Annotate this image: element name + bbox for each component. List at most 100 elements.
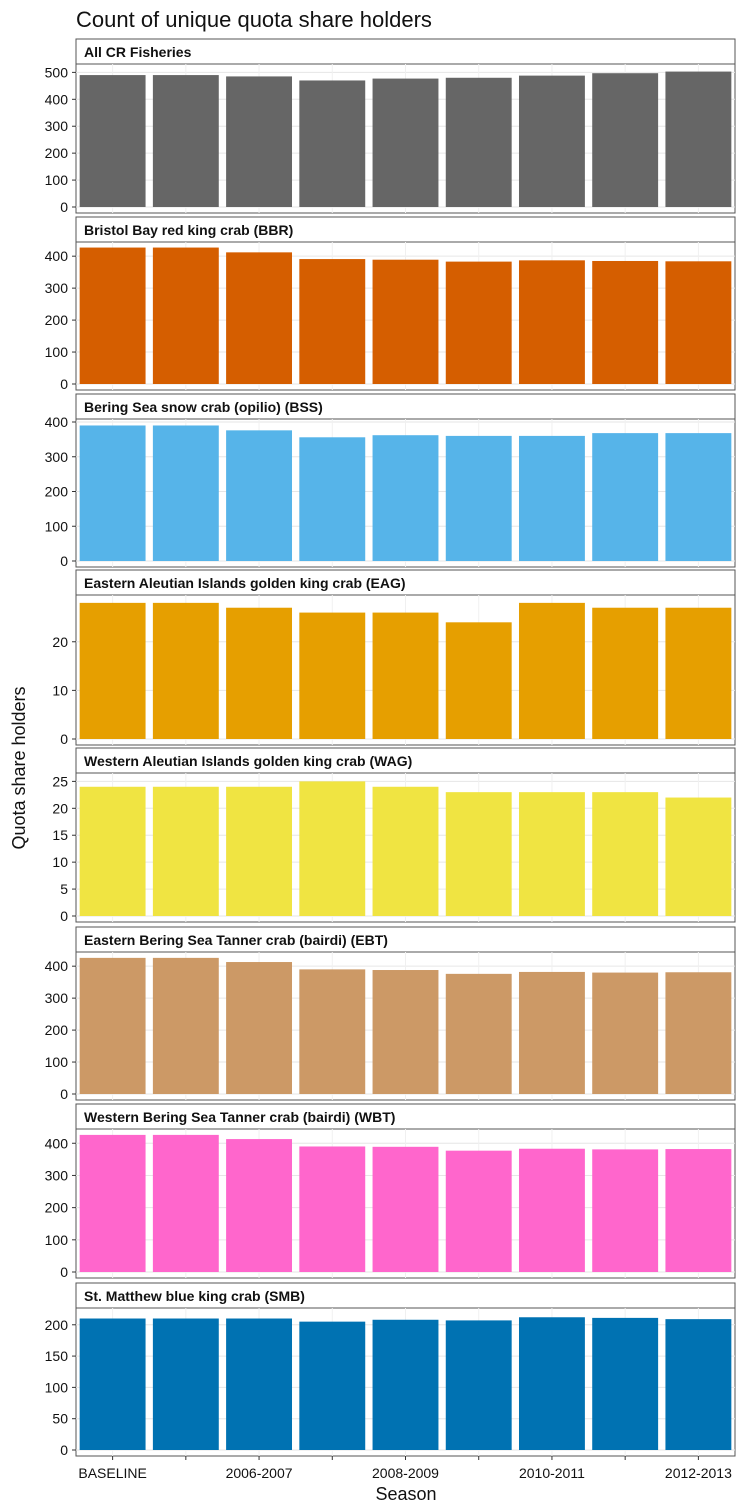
- bar: [79, 75, 146, 207]
- y-axis-title: Quota share holders: [9, 686, 29, 849]
- y-tick-label: 200: [45, 1317, 69, 1333]
- bar: [372, 1319, 439, 1450]
- bar: [79, 425, 146, 561]
- y-tick-label: 150: [45, 1348, 69, 1364]
- bar: [299, 969, 366, 1094]
- y-tick-label: 100: [45, 172, 69, 188]
- y-tick-label: 300: [45, 280, 69, 296]
- bar: [518, 792, 585, 916]
- bar: [79, 247, 146, 384]
- y-tick-label: 200: [45, 145, 69, 161]
- bar: [665, 972, 732, 1094]
- bar: [445, 261, 512, 384]
- x-tick-label: 2006-2007: [226, 1465, 293, 1481]
- facet-strip-label: Eastern Aleutian Islands golden king cra…: [84, 575, 406, 591]
- bar: [445, 435, 512, 561]
- facet-panel: Bristol Bay red king crab (BBR) 0 100 200 30…: [45, 216, 736, 392]
- y-tick-label: 25: [52, 773, 68, 789]
- y-tick-label: 200: [45, 1200, 69, 1216]
- bar: [226, 430, 293, 561]
- bar: [299, 437, 366, 561]
- bar: [152, 75, 219, 207]
- bar: [152, 957, 219, 1094]
- y-tick-label: 100: [45, 344, 69, 360]
- bar: [226, 607, 293, 739]
- bar: [226, 786, 293, 916]
- y-tick-label: 0: [60, 1086, 68, 1102]
- facet-strip-label: Bering Sea snow crab (opilio) (BSS): [84, 399, 323, 415]
- bar: [79, 786, 146, 916]
- bar: [665, 71, 732, 207]
- y-tick-label: 300: [45, 449, 69, 465]
- bar: [592, 260, 659, 384]
- y-tick-label: 20: [52, 634, 68, 650]
- facet-strip-label: Western Aleutian Islands golden king cra…: [84, 753, 412, 769]
- facet-strip: [75, 38, 736, 65]
- facet-panel: Western Aleutian Islands golden king cra…: [52, 747, 736, 924]
- facet-panels: All CR Fisheries0100200300400500Bristol …: [45, 38, 736, 1458]
- bar: [226, 1139, 293, 1272]
- bar: [299, 259, 366, 384]
- bar: [518, 75, 585, 207]
- bar: [152, 1318, 219, 1450]
- facet-strip: [75, 1103, 736, 1130]
- y-tick-label: 400: [45, 414, 69, 430]
- y-tick-label: 200: [45, 1022, 69, 1038]
- y-tick-label: 50: [52, 1411, 68, 1427]
- y-tick-label: 300: [45, 990, 69, 1006]
- bar: [665, 1149, 732, 1272]
- facet-strip: [75, 926, 736, 953]
- bar: [665, 797, 732, 916]
- bar: [372, 78, 439, 207]
- y-tick-label: 200: [45, 312, 69, 328]
- bar: [372, 612, 439, 739]
- facet-panel: All CR Fisheries 0 100 200 300 400 500: [45, 38, 736, 215]
- y-tick-label: 100: [45, 1054, 69, 1070]
- y-tick-label: 100: [45, 518, 69, 534]
- y-tick-label: 0: [60, 1442, 68, 1458]
- bar: [592, 1317, 659, 1450]
- bar: [226, 962, 293, 1094]
- facet-strip: [75, 216, 736, 243]
- bar: [79, 1318, 146, 1450]
- y-tick-label: 0: [60, 731, 68, 747]
- facet-panel: Western Bering Sea Tanner crab (bairdi) …: [45, 1103, 736, 1280]
- facet-strip-label: St. Matthew blue king crab (SMB): [84, 1288, 305, 1304]
- x-tick-label: 2008-2009: [372, 1465, 439, 1481]
- y-tick-label: 10: [52, 682, 68, 698]
- bar: [592, 73, 659, 207]
- bar: [445, 1320, 512, 1450]
- y-tick-label: 0: [60, 376, 68, 392]
- facet-strip: [75, 393, 736, 420]
- bar: [152, 602, 219, 739]
- y-tick-label: 100: [45, 1232, 69, 1248]
- x-tick-label: BASELINE: [78, 1465, 146, 1481]
- bar: [665, 261, 732, 384]
- bar: [372, 1146, 439, 1272]
- bar: [445, 792, 512, 916]
- facet-strip-label: Bristol Bay red king crab (BBR): [84, 222, 293, 238]
- y-tick-label: 5: [60, 881, 68, 897]
- bar: [445, 973, 512, 1094]
- bar: [372, 259, 439, 384]
- y-tick-label: 400: [45, 958, 69, 974]
- chart-title: Count of unique quota share holders: [76, 7, 432, 32]
- bar: [299, 612, 366, 739]
- bar: [372, 786, 439, 916]
- bar: [518, 1317, 585, 1450]
- bar: [445, 77, 512, 208]
- facet-panel: Bering Sea snow crab (opilio) (BSS) 0 100 2…: [45, 393, 736, 569]
- y-tick-label: 100: [45, 1379, 69, 1395]
- bar: [445, 1150, 512, 1272]
- bar: [592, 972, 659, 1094]
- bar: [592, 433, 659, 561]
- bar: [152, 1134, 219, 1272]
- bar: [299, 781, 366, 916]
- bar: [226, 252, 293, 384]
- y-tick-label: 200: [45, 484, 69, 500]
- bar: [226, 76, 293, 207]
- bar: [665, 607, 732, 739]
- facet-panel: Eastern Bering Sea Tanner crab (bairdi) …: [45, 926, 736, 1102]
- bar: [299, 80, 366, 207]
